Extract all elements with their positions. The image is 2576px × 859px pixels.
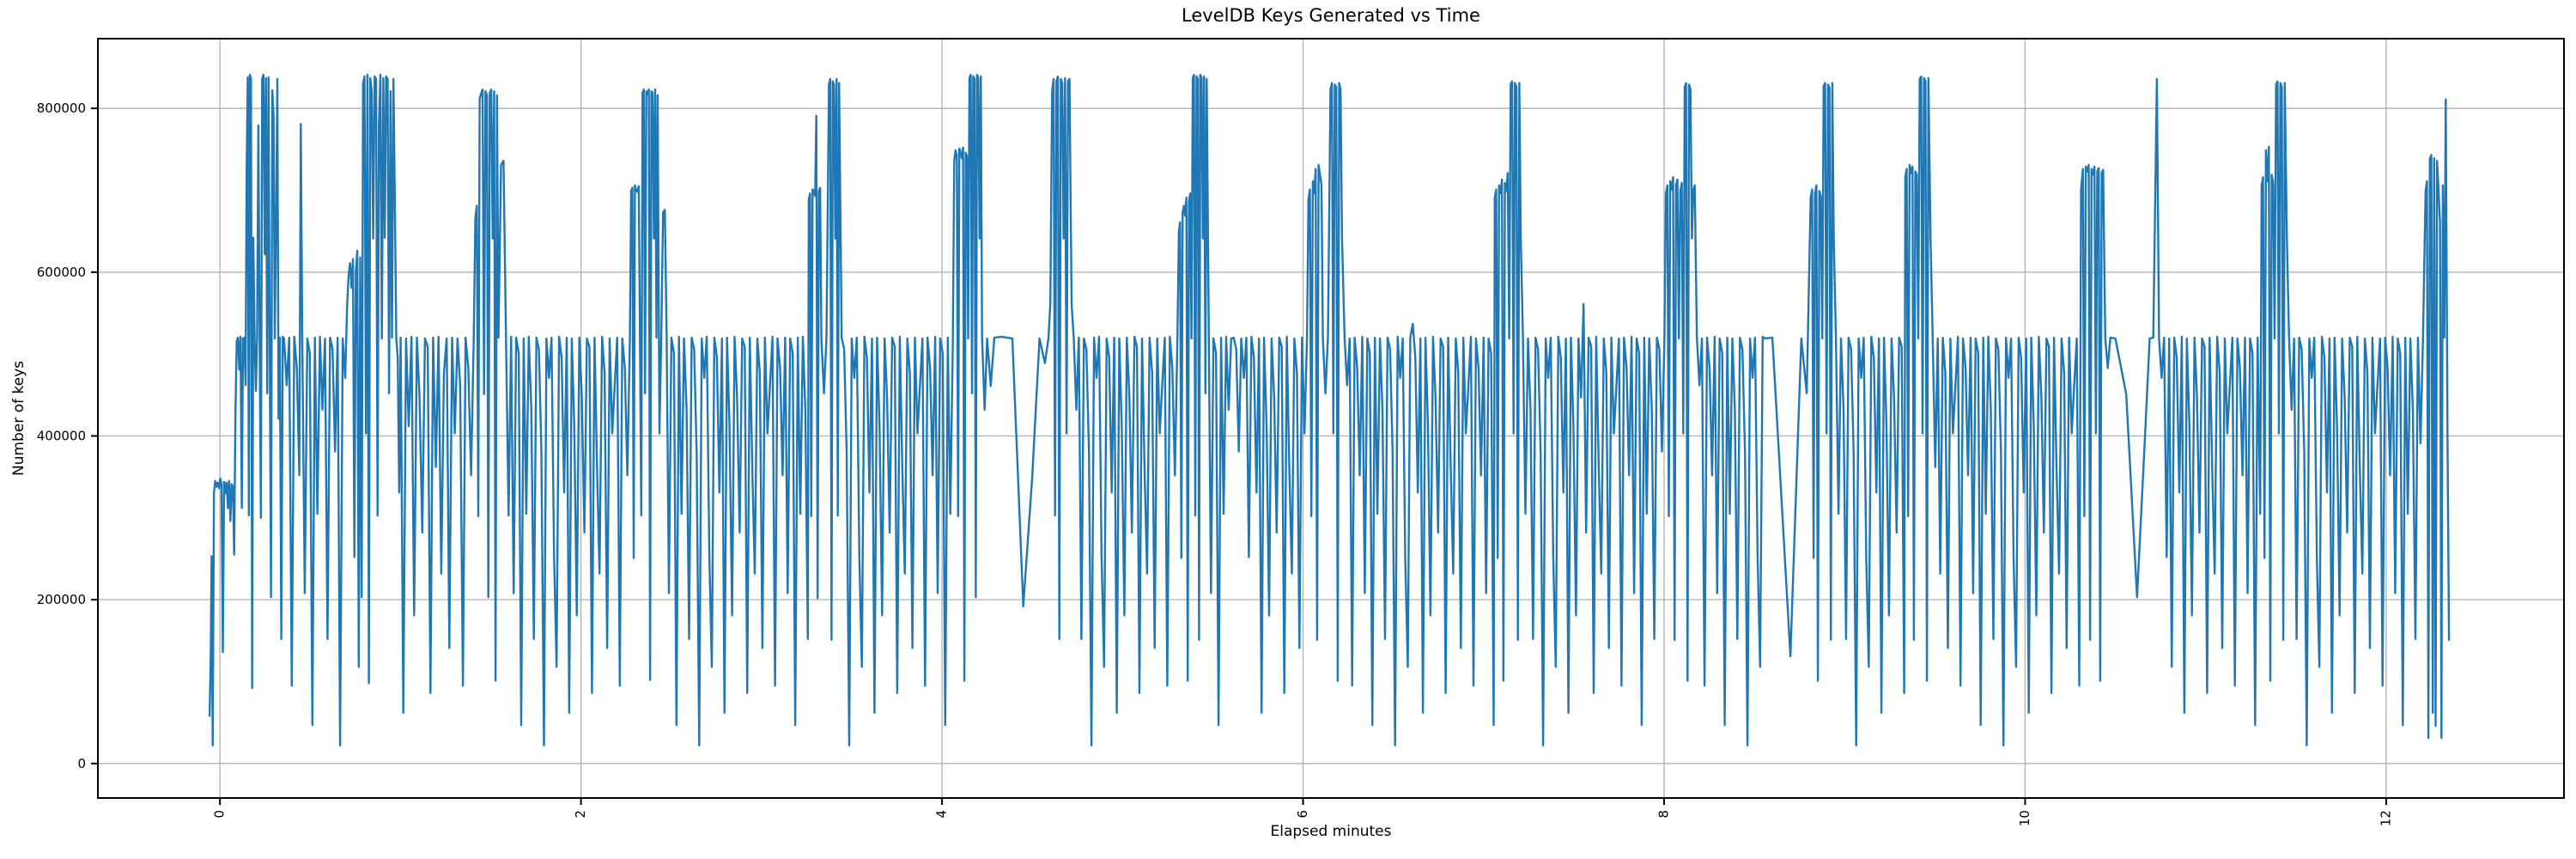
x-tick-label: 12	[2378, 810, 2393, 826]
y-tick-label: 600000	[37, 265, 86, 280]
y-tick-label: 200000	[37, 592, 86, 607]
x-tick-label: 10	[2017, 810, 2032, 826]
y-tick-label: 0	[77, 756, 86, 771]
x-axis-title: Elapsed minutes	[1270, 823, 1392, 840]
x-tick-label: 6	[1295, 810, 1310, 819]
chart-title: LevelDB Keys Generated vs Time	[1182, 5, 1480, 26]
y-tick-label: 400000	[37, 428, 86, 443]
data-line	[208, 73, 2451, 746]
axes-spines	[97, 38, 2565, 799]
y-tick-label: 800000	[37, 101, 86, 116]
y-axis-title-text: Number of keys	[10, 360, 27, 477]
x-tick-label: 4	[934, 810, 950, 819]
x-tick-label: 0	[212, 810, 228, 819]
x-tick-label: 2	[573, 810, 588, 819]
x-tick-label: 8	[1656, 810, 1671, 819]
